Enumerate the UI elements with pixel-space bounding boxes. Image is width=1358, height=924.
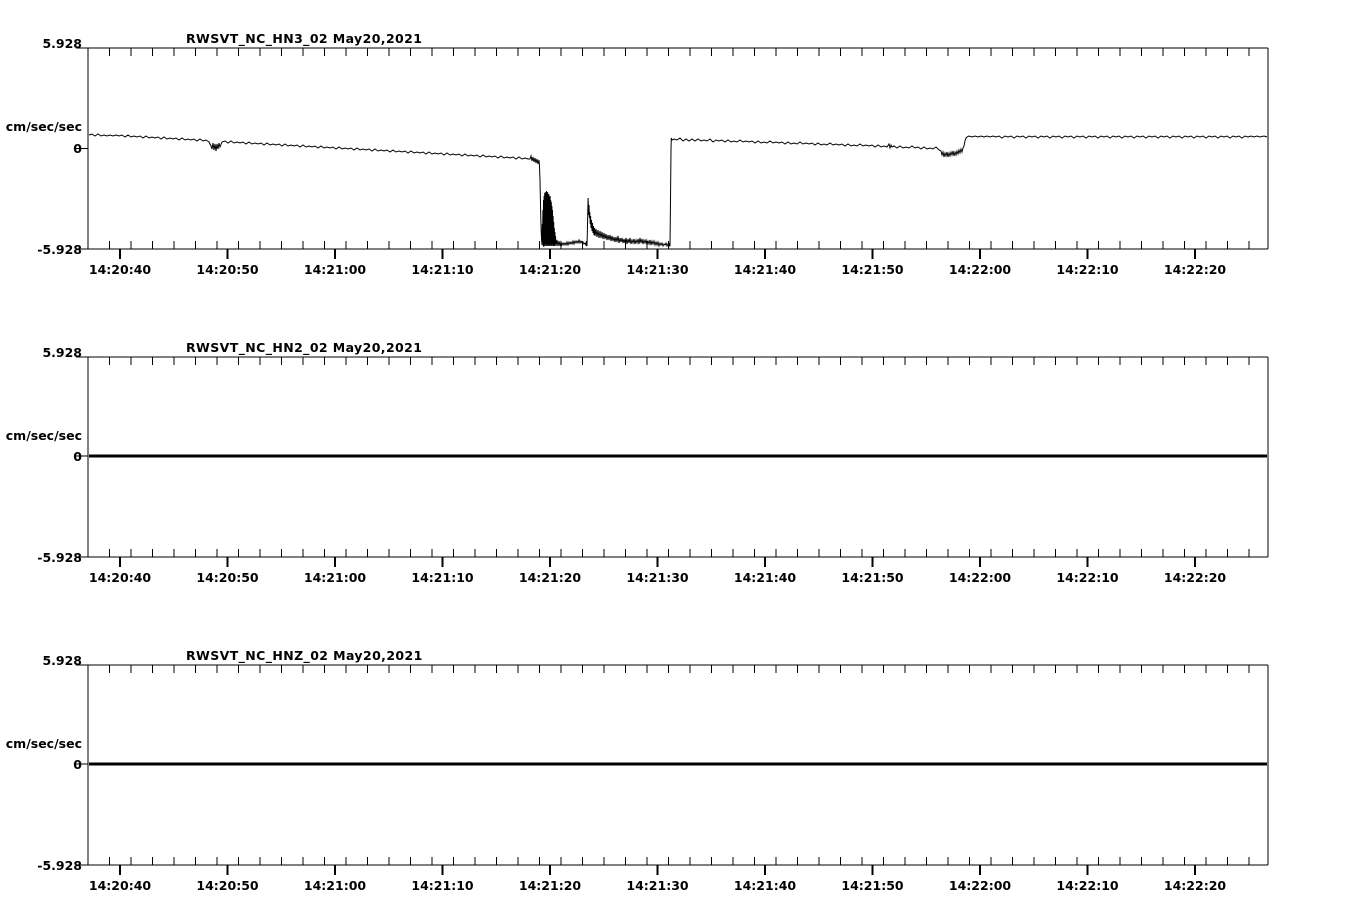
plot-frame-hn3 [87, 47, 1269, 250]
x-tick-label: 14:20:40 [89, 262, 151, 277]
plot-frame-hn2 [87, 356, 1269, 558]
panel-title-hnz: RWSVT_NC_HNZ_02 May20,2021 [186, 648, 423, 664]
x-minor-ticks-hn2 [87, 357, 1250, 557]
x-tick-label: 14:22:00 [949, 570, 1011, 585]
x-tick-label: 14:21:10 [411, 878, 473, 893]
x-major-ticks-hnz [119, 865, 1196, 875]
waveform-plot-hnz: RWSVT_NC_HNZ_02 May20,2021 5.928 0 -5.92… [6, 648, 1269, 893]
y-axis-unit-label-hn2: cm/sec/sec [6, 428, 82, 443]
x-tick-label: 14:21:20 [519, 570, 581, 585]
y-axis-min-label-hn3: -5.928 [37, 242, 82, 257]
x-tick-label: 14:21:40 [734, 878, 796, 893]
x-tick-label: 14:22:10 [1056, 570, 1118, 585]
waveform-plot-hn2: RWSVT_NC_HN2_02 May20,2021 5.928 0 -5.92… [6, 340, 1269, 585]
x-tick-label: 14:20:50 [196, 262, 258, 277]
y-ticks-hn2 [76, 356, 88, 558]
x-tick-label: 14:22:00 [949, 878, 1011, 893]
x-tick-label: 14:22:20 [1164, 570, 1226, 585]
x-tick-label: 14:21:40 [734, 570, 796, 585]
x-tick-label: 14:20:40 [89, 570, 151, 585]
x-axis-labels-hn2: 14:20:40 14:20:50 14:21:00 14:21:10 14:2… [89, 570, 1226, 585]
x-minor-ticks-hn3 [87, 48, 1250, 249]
y-axis-max-label-hn2: 5.928 [42, 345, 82, 360]
x-tick-label: 14:21:20 [519, 262, 581, 277]
x-tick-label: 14:21:50 [841, 262, 903, 277]
x-tick-label: 14:21:30 [626, 570, 688, 585]
y-axis-max-label-hn3: 5.928 [42, 36, 82, 51]
x-tick-label: 14:22:20 [1164, 878, 1226, 893]
y-ticks-hnz [76, 664, 88, 866]
plot-frame-hnz [87, 664, 1269, 866]
x-tick-label: 14:21:00 [304, 262, 366, 277]
x-minor-ticks-hnz [87, 665, 1250, 865]
x-tick-label: 14:21:10 [411, 262, 473, 277]
x-major-ticks-hn2 [119, 557, 1196, 567]
x-tick-label: 14:20:50 [196, 878, 258, 893]
waveform-plot-hn3: RWSVT_NC_HN3_02 May20,2021 5.928 0 -5.92… [6, 31, 1269, 277]
x-major-ticks-hn3 [119, 249, 1196, 259]
waveform-panel-hn2: RWSVT_NC_HN2_02 May20,2021 5.928 0 -5.92… [0, 308, 1358, 616]
x-tick-label: 14:22:10 [1056, 262, 1118, 277]
y-axis-min-label-hn2: -5.928 [37, 550, 82, 565]
y-axis-unit-label-hnz: cm/sec/sec [6, 736, 82, 751]
x-tick-label: 14:22:10 [1056, 878, 1118, 893]
x-tick-label: 14:22:00 [949, 262, 1011, 277]
panel-title-hn3: RWSVT_NC_HN3_02 May20,2021 [186, 31, 422, 47]
x-tick-label: 14:21:00 [304, 570, 366, 585]
y-axis-unit-label-hn3: cm/sec/sec [6, 119, 82, 134]
y-axis-max-label-hnz: 5.928 [42, 653, 82, 668]
x-tick-label: 14:21:40 [734, 262, 796, 277]
x-tick-label: 14:22:20 [1164, 262, 1226, 277]
x-tick-label: 14:21:50 [841, 878, 903, 893]
x-tick-label: 14:21:30 [626, 878, 688, 893]
waveform-panel-hn3: RWSVT_NC_HN3_02 May20,2021 5.928 0 -5.92… [0, 0, 1358, 308]
x-axis-labels-hn3: 14:20:40 14:20:50 14:21:00 14:21:10 14:2… [89, 262, 1226, 277]
x-tick-label: 14:21:10 [411, 570, 473, 585]
panel-title-hn2: RWSVT_NC_HN2_02 May20,2021 [186, 340, 422, 356]
x-tick-label: 14:21:20 [519, 878, 581, 893]
x-tick-label: 14:20:50 [196, 570, 258, 585]
y-ticks-hn3 [76, 47, 88, 250]
x-axis-labels-hnz: 14:20:40 14:20:50 14:21:00 14:21:10 14:2… [89, 878, 1226, 893]
waveform-trace-hn3 [88, 133, 1268, 248]
x-tick-label: 14:21:30 [626, 262, 688, 277]
x-tick-label: 14:21:50 [841, 570, 903, 585]
x-tick-label: 14:20:40 [89, 878, 151, 893]
y-axis-min-label-hnz: -5.928 [37, 858, 82, 873]
waveform-panel-hnz: RWSVT_NC_HNZ_02 May20,2021 5.928 0 -5.92… [0, 616, 1358, 924]
x-tick-label: 14:21:00 [304, 878, 366, 893]
